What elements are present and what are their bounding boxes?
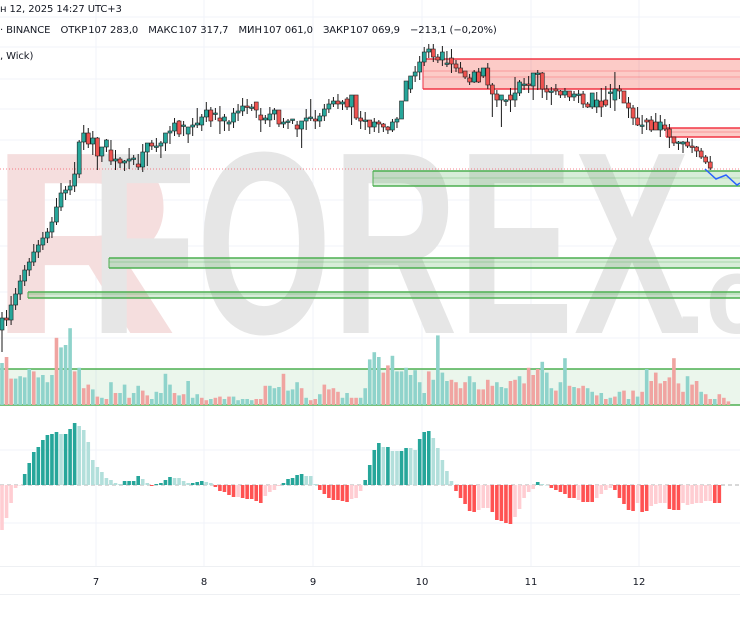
open-value: 107 283,0	[88, 25, 139, 36]
time-axis-label: 12	[632, 577, 646, 588]
supply-zone-0[interactable]	[422, 58, 740, 90]
time-axis-label: 8	[200, 577, 208, 588]
indicator-legend[interactable]: , Wick)	[0, 51, 34, 62]
svg-text:FOREX: FOREX	[90, 99, 691, 389]
time-axis-label: 11	[524, 577, 538, 588]
ohlc-legend: · BINANCE ОТКР107 283,0 МАКС107 317,7 МИ…	[0, 25, 497, 36]
time-axis-label: 7	[92, 577, 100, 588]
time-axis-label: 10	[415, 577, 429, 588]
close-value: 107 069,9	[349, 25, 400, 36]
time-axis-bottom-border	[0, 594, 740, 595]
macd-histogram	[0, 423, 740, 530]
change-value: −213,1 (−0,20%)	[410, 25, 497, 36]
time-axis-label: 9	[309, 577, 317, 588]
high-label: МАКС	[148, 25, 178, 36]
header-datetime: н 12, 2025 14:27 UTC+3	[0, 4, 122, 15]
symbol-exchange[interactable]: · BINANCE	[0, 25, 51, 36]
low-label: МИН	[238, 25, 262, 36]
demand-zone-4[interactable]	[27, 291, 740, 299]
watermark-logo: R FOREX .c	[0, 99, 740, 389]
time-axis-border	[0, 566, 740, 567]
candlestick-series	[0, 44, 713, 352]
demand-zone-3[interactable]	[108, 257, 740, 269]
supply-zone-1[interactable]	[665, 127, 740, 138]
low-value: 107 061,0	[262, 25, 313, 36]
close-label: ЗАКР	[322, 25, 349, 36]
open-label: ОТКР	[60, 25, 88, 36]
price-projection-line	[704, 168, 740, 186]
svg-text:.c: .c	[675, 234, 740, 357]
high-value: 107 317,7	[178, 25, 229, 36]
demand-zone-2[interactable]	[372, 170, 740, 187]
volume-histogram	[0, 328, 731, 405]
